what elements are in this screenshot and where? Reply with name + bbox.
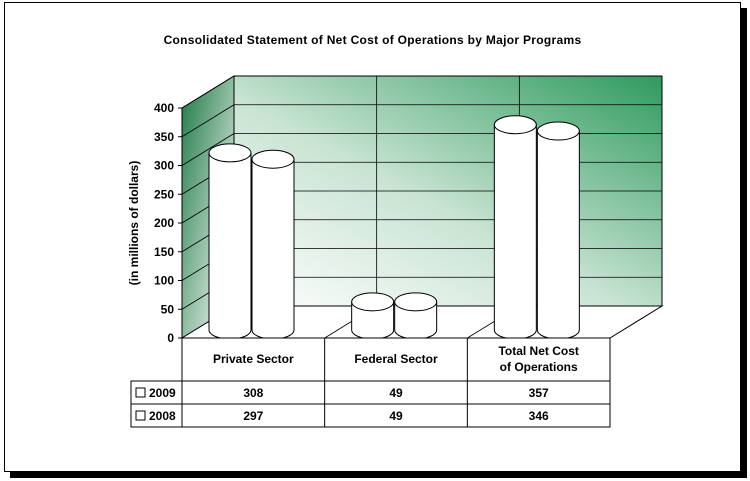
legend-swatch: [135, 410, 146, 421]
y-axis-label: (in millions of dollars): [127, 161, 141, 286]
table-value: 346: [529, 409, 549, 423]
legend-label: 2009: [149, 386, 176, 400]
bar-body: [493, 124, 537, 340]
legend-swatch: [135, 387, 146, 398]
bar-2009-0: [208, 143, 252, 340]
table-header-label: Private Sector: [213, 352, 294, 366]
gridline-side: [181, 75, 235, 109]
y-tick-label: 200: [154, 216, 174, 230]
y-tick-label: 300: [154, 159, 174, 173]
table-header-row: [181, 337, 611, 382]
bar-2008-2: [536, 121, 580, 340]
y-tick-label: 250: [154, 187, 174, 201]
bar-top: [394, 292, 438, 312]
bar-2009-1: [351, 292, 395, 340]
table-value: 49: [389, 409, 403, 423]
bar-body: [536, 131, 580, 340]
legend-label: 2008: [149, 409, 176, 423]
table-row: [130, 403, 611, 428]
bar-body: [208, 152, 252, 340]
bar-top: [351, 292, 395, 312]
table-header-label: Total Net Cost: [498, 344, 578, 358]
chart-title: Consolidated Statement of Net Cost of Op…: [163, 33, 582, 47]
y-tick-label: 50: [161, 302, 175, 316]
y-tick-label: 0: [167, 331, 174, 345]
bar-2008-1: [394, 292, 438, 340]
bar-2008-0: [251, 149, 295, 340]
gridline-side: [181, 133, 235, 166]
table-header-label: Federal Sector: [354, 352, 438, 366]
y-tick-label: 100: [154, 274, 174, 288]
bar-top: [208, 143, 252, 163]
bar-body: [251, 159, 295, 340]
table-header-label: of Operations: [500, 360, 578, 374]
bar-top: [493, 115, 537, 135]
gridline-side: [181, 104, 235, 138]
table-value: 297: [243, 409, 263, 423]
table-value: 49: [389, 386, 403, 400]
bar-top: [251, 149, 295, 169]
y-tick-label: 350: [154, 130, 174, 144]
y-tick-label: 150: [154, 245, 174, 259]
y-tick-label: 400: [154, 101, 174, 115]
bar-2009-2: [493, 115, 537, 340]
table-value: 357: [529, 386, 549, 400]
table-value: 308: [243, 386, 263, 400]
bar-top: [536, 121, 580, 141]
